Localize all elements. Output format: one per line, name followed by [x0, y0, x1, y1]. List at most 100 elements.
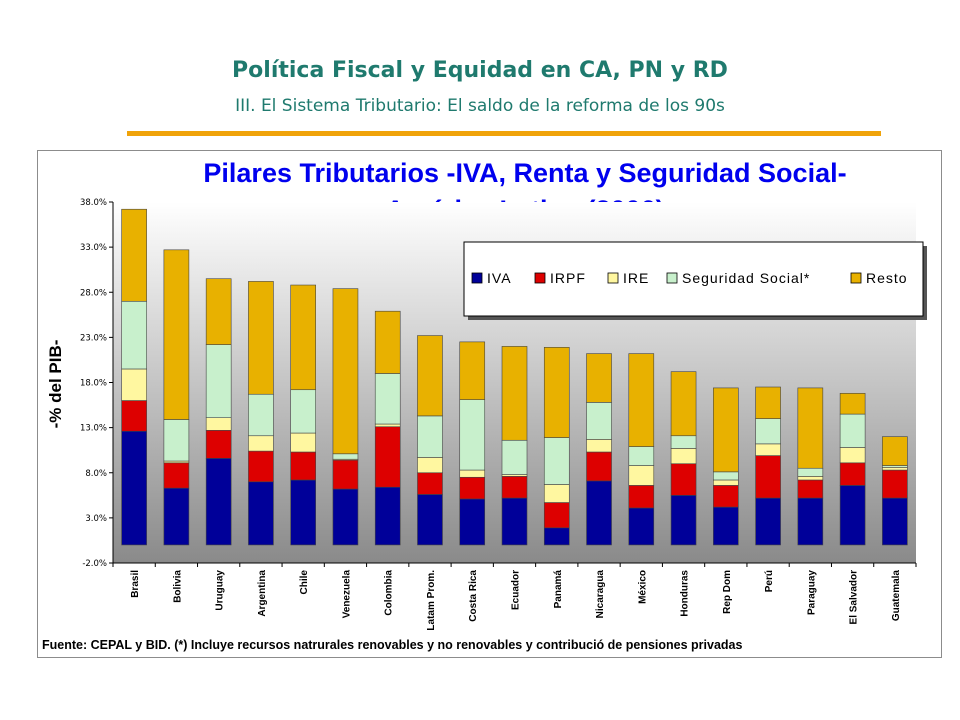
x-tick-label: Ecuador — [511, 570, 522, 610]
x-tick-label: Brasil — [130, 570, 141, 598]
bar-segment — [628, 465, 655, 486]
bar-segment — [374, 310, 401, 374]
bar-segment — [163, 419, 190, 462]
bar-segment — [882, 436, 908, 466]
y-tick-label: 23.0% — [80, 333, 107, 343]
x-tick-label: México — [637, 570, 648, 604]
bar-segment — [501, 497, 528, 546]
bar-segment — [713, 479, 739, 486]
x-tick-label: Argentina — [257, 570, 268, 617]
bar-segment — [374, 373, 401, 425]
bar-segment — [121, 400, 147, 432]
bar-segment — [755, 418, 781, 445]
slide-title: Política Fiscal y Equidad en CA, PN y RD — [232, 58, 728, 83]
bar-segment — [417, 494, 443, 546]
bar-segment — [543, 527, 570, 546]
bar-segment — [755, 386, 781, 419]
legend-swatch — [471, 272, 483, 284]
bar-segment — [586, 353, 612, 403]
bar-segment — [628, 507, 655, 546]
bar-segment — [628, 485, 655, 509]
x-tick-label: Paraguay — [806, 570, 817, 615]
title-underline — [127, 131, 881, 136]
legend-label: Seguridad Social* — [682, 270, 810, 286]
y-tick-label: 18.0% — [80, 379, 107, 389]
bar-segment — [205, 458, 232, 546]
legend-swatch — [850, 272, 862, 284]
legend-label: IRE — [623, 270, 649, 286]
bar-segment — [670, 463, 697, 496]
legend-label: Resto — [866, 270, 908, 286]
bar-segment — [248, 393, 274, 437]
bar-segment — [501, 346, 528, 441]
bar-segment — [417, 457, 443, 474]
bar-segment — [417, 415, 443, 458]
x-tick-label: Panamá — [553, 570, 564, 609]
legend-label: IRPF — [550, 270, 586, 286]
bar-segment — [417, 335, 443, 417]
y-tick-label: 38.0% — [80, 198, 107, 208]
bar-segment — [586, 480, 612, 546]
bar-segment — [797, 497, 824, 546]
bar-segment — [755, 497, 781, 546]
x-tick-label: Bolivia — [172, 570, 183, 603]
bar-segment — [374, 486, 401, 546]
x-tick-label: Chile — [299, 570, 310, 595]
bar-segment — [755, 443, 781, 456]
bar-segment — [543, 502, 570, 529]
chart-title-line1: Pilares Tributarios -IVA, Renta y Seguri… — [203, 158, 846, 188]
bar-segment — [163, 487, 190, 546]
bar-segment — [290, 389, 316, 434]
bar-segment — [248, 281, 274, 395]
x-tick-label: Latam Prom. — [426, 570, 437, 631]
bar-segment — [417, 472, 443, 495]
bar-segment — [839, 462, 866, 486]
bar-segment — [713, 506, 739, 546]
bar-segment — [205, 430, 232, 459]
bar-segment — [543, 347, 570, 438]
y-tick-label: -2.0% — [82, 559, 107, 569]
bar-segment — [121, 368, 147, 401]
bar-segment — [797, 479, 824, 499]
x-tick-label: Perú — [764, 570, 775, 592]
y-tick-label: 8.0% — [85, 469, 107, 479]
bar-segment — [163, 249, 190, 420]
legend-label: IVA — [487, 270, 512, 286]
bar-segment — [882, 497, 908, 546]
bar-segment — [121, 430, 147, 546]
x-tick-label: Colombia — [384, 570, 395, 616]
bar-segment — [290, 284, 316, 391]
y-tick-label: 13.0% — [80, 424, 107, 434]
bar-segment — [290, 432, 316, 453]
legend-swatch — [607, 272, 619, 284]
bar-segment — [670, 371, 697, 437]
bar-segment — [628, 446, 655, 466]
bar-segment — [713, 471, 739, 481]
bar-segment — [501, 439, 528, 475]
bar-segment — [839, 413, 866, 448]
bar-segment — [459, 498, 486, 546]
bar-segment — [839, 447, 866, 464]
bar-segment — [670, 448, 697, 465]
bar-segment — [248, 481, 274, 546]
bar-segment — [332, 453, 359, 460]
x-tick-label: El Salvador — [849, 570, 860, 625]
bar-segment — [459, 399, 486, 471]
bar-segment — [332, 459, 359, 490]
bar-segment — [797, 467, 824, 477]
x-tick-label: Venezuela — [341, 570, 352, 619]
x-tick-label: Guatemala — [891, 570, 902, 622]
legend-swatch — [534, 272, 546, 284]
bar-segment — [248, 450, 274, 483]
x-tick-label: Costa Rica — [468, 570, 479, 622]
bar-segment — [163, 462, 190, 489]
source-note: Fuente: CEPAL y BID. (*) Incluye recurso… — [42, 638, 742, 652]
bar-segment — [290, 451, 316, 481]
bar-segment — [586, 439, 612, 453]
x-tick-label: Nicaragua — [595, 570, 606, 619]
x-tick-label: Uruguay — [215, 570, 226, 611]
bar-segment — [543, 437, 570, 485]
y-tick-label: 28.0% — [80, 288, 107, 298]
bar-segment — [882, 469, 908, 499]
x-tick-label: Honduras — [680, 570, 691, 617]
